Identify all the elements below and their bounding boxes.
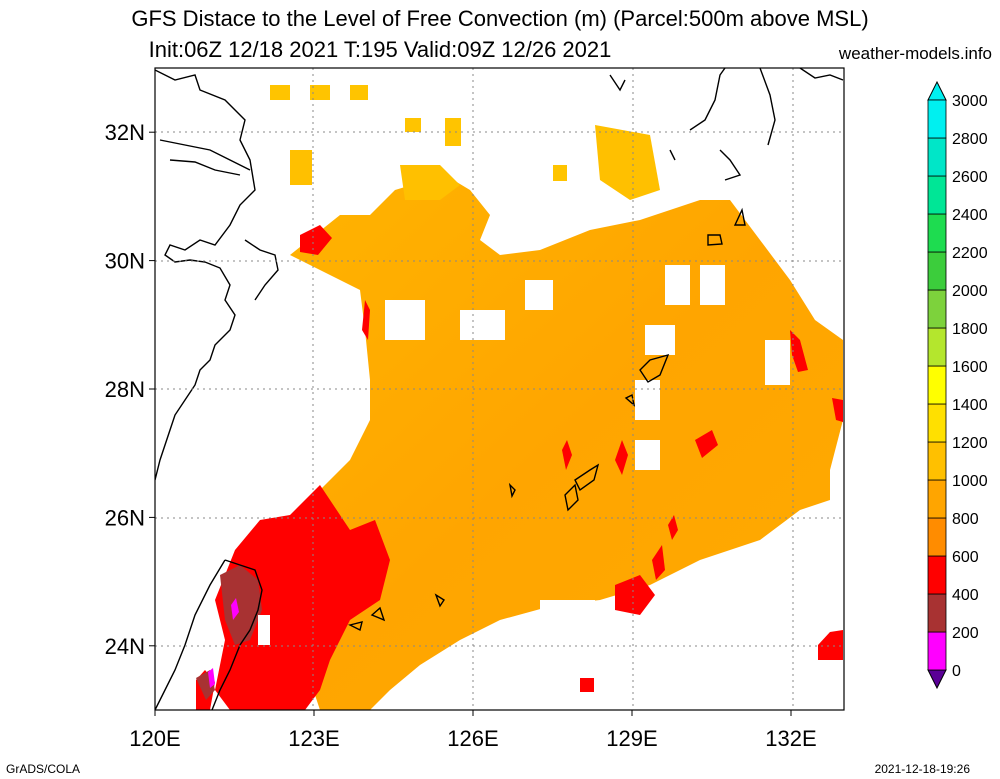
lon-tick-label: 126E [447, 726, 498, 751]
red-spot [615, 440, 628, 475]
red-spot [580, 678, 594, 692]
map-field [155, 68, 844, 710]
colorbar-swatch [927, 441, 947, 481]
orange-patch [290, 150, 312, 185]
coastlines [155, 68, 844, 710]
colorbar-label: 1400 [952, 397, 988, 414]
colorbar-swatch [927, 365, 947, 405]
colorbar: 0 200 400 600 800 1000 1200 1400 1600 1800 2000 220… [927, 80, 988, 690]
map-subtitle: Init:06Z 12/18 2021 T:195 Valid:09Z 12/2… [148, 37, 612, 62]
red-spot [818, 630, 843, 660]
map-title: GFS Distace to the Level of Free Convect… [131, 6, 869, 31]
colorbar-label: 1000 [952, 473, 988, 490]
graticule [155, 68, 844, 710]
colorbar-label: 600 [952, 549, 979, 566]
red-spot [695, 430, 718, 458]
colorbar-swatch [927, 251, 947, 291]
colorbar-swatch [927, 327, 947, 367]
magenta-spot [208, 668, 215, 688]
colorbar-label: 2200 [952, 245, 988, 262]
orange-patch-north [400, 165, 460, 200]
red-spot [668, 515, 678, 540]
footer-credit: GrADS/COLA [6, 762, 81, 776]
no-data-gap [525, 280, 553, 310]
colorbar-swatch [927, 175, 947, 215]
orange-patch [270, 85, 290, 100]
colorbar-swatch [927, 403, 947, 443]
red-spot [562, 440, 572, 470]
colorbar-label: 2800 [952, 131, 988, 148]
no-data-gap [385, 300, 425, 340]
colorbar-max-arrow [927, 80, 947, 101]
colorbar-label: 2000 [952, 283, 988, 300]
red-spot [832, 398, 843, 422]
colorbar-swatch [927, 593, 947, 633]
colorbar-label: 2400 [952, 207, 988, 224]
no-data-gap [665, 265, 690, 305]
orange-patch [553, 165, 567, 181]
colorbar-swatch [927, 479, 947, 519]
colorbar-swatch [927, 289, 947, 329]
colorbar-label: 2600 [952, 169, 988, 186]
colorbar-swatch [927, 99, 947, 139]
colorbar-swatch [927, 555, 947, 595]
colorbar-label: 1600 [952, 359, 988, 376]
lon-tick-label: 120E [129, 726, 180, 751]
colorbar-label: 0 [952, 663, 961, 680]
lat-tick-label: 26N [105, 505, 145, 530]
red-region-southwest [215, 485, 390, 710]
orange-patch [350, 85, 368, 100]
no-data-gap [645, 325, 675, 355]
orange-patch [310, 85, 330, 100]
colorbar-swatch [927, 213, 947, 253]
colorbar-label: 200 [952, 625, 979, 642]
red-spot [362, 300, 370, 340]
no-data-gap [540, 600, 595, 630]
colorbar-label: 400 [952, 587, 979, 604]
lon-tick-label: 123E [288, 726, 339, 751]
colorbar-swatch [927, 517, 947, 557]
colorbar-swatch [927, 137, 947, 177]
orange-patch [405, 118, 421, 132]
colorbar-label: 3000 [952, 93, 988, 110]
red-spot [790, 330, 808, 372]
orange-patch [445, 118, 461, 146]
lat-tick-label: 28N [105, 377, 145, 402]
colorbar-label: 1200 [952, 435, 988, 452]
colorbar-min-arrow [927, 669, 947, 690]
red-region-northwest [300, 225, 332, 255]
longitude-ticks: 120E 123E 126E 129E 132E [129, 710, 817, 751]
latitude-ticks: 32N 30N 28N 26N 24N [105, 120, 155, 659]
lat-tick-label: 30N [105, 249, 145, 274]
colorbar-swatch [927, 631, 947, 671]
no-data-gap [700, 265, 725, 305]
site-name: weather-models.info [838, 44, 992, 63]
lon-tick-label: 129E [606, 726, 657, 751]
colorbar-label: 1800 [952, 321, 988, 338]
lat-tick-label: 32N [105, 120, 145, 145]
no-data-gap [635, 440, 660, 470]
colorbar-label: 800 [952, 511, 979, 528]
magenta-spot [231, 598, 239, 620]
no-data-gap [635, 380, 660, 420]
no-data-gap [460, 310, 505, 340]
orange-patch-northeast [595, 125, 660, 200]
no-data-gap [765, 340, 790, 385]
lat-tick-label: 24N [105, 634, 145, 659]
red-spot [615, 575, 655, 615]
red-spot [652, 545, 665, 580]
footer-timestamp: 2021-12-18-19:26 [874, 762, 970, 776]
no-data-gap [258, 615, 270, 645]
lon-tick-label: 132E [765, 726, 816, 751]
